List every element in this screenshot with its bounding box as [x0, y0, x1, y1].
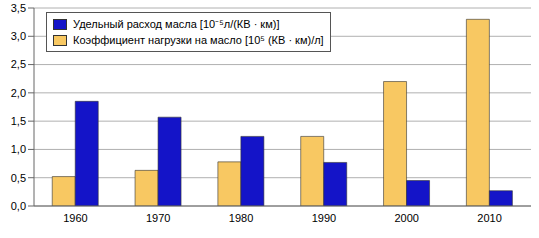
- html-text:Удельный расход масла [10⁻⁵л/(: Удельный расход масла [10⁻⁵л/(КВ · км)]: [73, 18, 280, 30]
- svg-text:1980: 1980: [229, 212, 253, 224]
- svg-text:0,5: 0,5: [11, 172, 26, 184]
- svg-text:1,0: 1,0: [11, 143, 26, 155]
- svg-text:2000: 2000: [395, 212, 419, 224]
- svg-text:2,5: 2,5: [11, 58, 26, 70]
- svg-text:1970: 1970: [146, 212, 170, 224]
- svg-text:1960: 1960: [63, 212, 87, 224]
- svg-text:3,5: 3,5: [11, 2, 26, 14]
- html-text:Коэффициент нагрузки на масло: Коэффициент нагрузки на масло [10⁵ (КВ ·…: [73, 34, 324, 46]
- svg-text:1990: 1990: [312, 212, 336, 224]
- svg-text:2010: 2010: [477, 212, 501, 224]
- svg-text:2,0: 2,0: [11, 87, 26, 99]
- svg-text:0,0: 0,0: [11, 200, 26, 212]
- svg-text:3,0: 3,0: [11, 30, 26, 42]
- svg-text:1,5: 1,5: [11, 115, 26, 127]
